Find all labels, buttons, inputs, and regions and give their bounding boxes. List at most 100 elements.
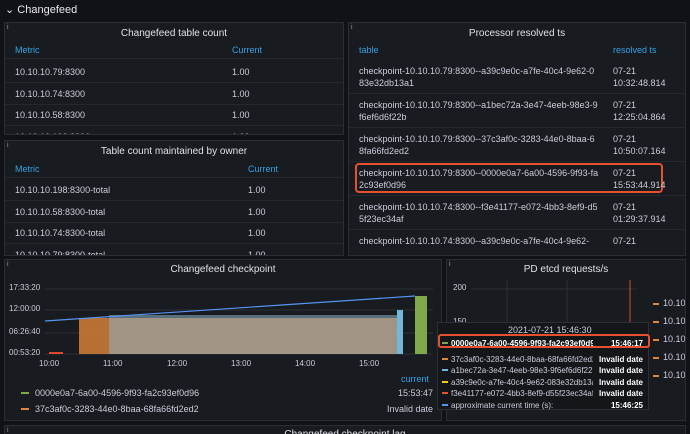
- column-header: Current: [232, 45, 263, 55]
- panel: i Processor resolved ts table resolved ts ch…: [348, 22, 686, 256]
- column-header: resolved ts: [613, 45, 657, 55]
- cell: 1.00: [232, 110, 250, 120]
- y-tick-label: 12:00:00: [9, 304, 41, 313]
- legend-name: 10.10.1: [663, 370, 686, 380]
- tooltip-value: Invalid date: [598, 354, 643, 364]
- panel-title: PD etcd requests/s: [523, 264, 609, 275]
- divider: [5, 58, 343, 59]
- cell: 07-21: [613, 236, 637, 246]
- divider: [5, 82, 343, 83]
- y-tick-label: 00:53:20: [9, 348, 41, 357]
- tooltip-swatch: [442, 357, 448, 360]
- x-tick-label: 10:00: [39, 359, 60, 368]
- legend-name: 10.10.1: [663, 298, 686, 308]
- cell: 1.00: [248, 185, 266, 195]
- series-line: [44, 295, 416, 322]
- cell: 1.00: [248, 249, 266, 256]
- cell: 1.00: [248, 228, 266, 238]
- row-header[interactable]: ⌄ Changefeed: [5, 4, 78, 16]
- panel: i Table count maintained by owner Metric Cu…: [4, 140, 344, 256]
- divider: [349, 161, 685, 162]
- cell: 07-21 01:29:37.914: [613, 202, 666, 224]
- info-icon: i: [7, 24, 9, 31]
- divider: [349, 195, 685, 196]
- cell: checkpoint-10.10.10.79:8300--0000e0a7-6a…: [359, 168, 599, 190]
- info-icon: i: [351, 24, 353, 31]
- cell: 07-21 12:25:04.864: [613, 100, 666, 122]
- divider: [5, 177, 343, 178]
- cell: 10.10.10.198:8300: [15, 132, 90, 135]
- divider: [349, 229, 685, 230]
- divider: [349, 127, 685, 128]
- divider: [5, 221, 343, 223]
- panel: i Changefeed table count Metric Current 10.1…: [4, 22, 344, 135]
- info-icon: i: [449, 261, 451, 268]
- tooltip-swatch: [442, 403, 448, 406]
- chart: [44, 288, 433, 355]
- column-header: Metric: [15, 164, 40, 174]
- cell: checkpoint-10.10.10.79:8300--a1bec72a-3e…: [359, 100, 598, 122]
- legend-swatch: [653, 339, 659, 341]
- panel-title: Changefeed checkpoint lag: [5, 429, 685, 434]
- area: [49, 352, 63, 354]
- cell: 10.10.10.74:8300: [15, 88, 86, 99]
- tooltip-value: Invalid date: [598, 377, 643, 387]
- tooltip-swatch: [442, 342, 448, 344]
- legend-name: 10.10.1: [663, 334, 686, 344]
- column-header: Metric: [15, 45, 40, 55]
- panel-title: Changefeed table count: [120, 28, 228, 39]
- tooltip-name: 37c3af0c-3283-44e0-8baa-68fa66fd2ed2:: [451, 354, 593, 364]
- legend-value: Invalid date: [386, 404, 433, 414]
- legend-swatch: [21, 408, 29, 410]
- divider: [5, 200, 343, 201]
- tooltip-swatch: [442, 369, 448, 371]
- tooltip-time: 2021-07-21 15:46:30: [508, 325, 592, 335]
- tooltip-name: a1bec72a-3e47-4eeb-98e3-9f6ef6d6f22b:: [451, 366, 593, 375]
- tooltip-value: Invalid date: [598, 389, 643, 398]
- panel-title: Changefeed checkpoint: [170, 264, 276, 275]
- legend-name: 10.10.1: [663, 316, 686, 326]
- legend-header: current: [401, 374, 430, 384]
- panel-title: Processor resolved ts: [468, 28, 566, 39]
- legend-swatch: [653, 303, 659, 305]
- cell: 07-21 10:32:48.814: [613, 66, 666, 88]
- tooltip-name: approximate current time (s):: [451, 400, 554, 410]
- tooltip-value: 15:46:25: [610, 400, 643, 410]
- info-icon: i: [7, 427, 9, 434]
- panel: i Changefeed checkpoint 17:33:20 12:00:00 06…: [4, 259, 442, 421]
- column-header: table: [359, 45, 379, 55]
- x-tick-label: 13:00: [231, 359, 252, 368]
- info-icon: i: [7, 142, 9, 149]
- y-tick-label: 17:33:20: [9, 283, 41, 292]
- legend-swatch: [653, 321, 659, 323]
- row-title: Changefeed: [17, 4, 78, 16]
- x-tick-label: 11:00: [103, 359, 123, 368]
- panel-title: Table count maintained by owner: [100, 146, 248, 157]
- area: [397, 310, 403, 354]
- cell: 1.00: [232, 88, 250, 99]
- area: [415, 296, 427, 354]
- cell: 10.10.10.74:8300-total: [15, 228, 106, 238]
- divider: [5, 243, 343, 244]
- area: [109, 315, 397, 354]
- legend-name: 0000e0a7-6a00-4596-9f93-fa2c93ef0d96: [35, 388, 200, 398]
- cell: checkpoint-10.10.10.79:8300--37c3af0c-32…: [359, 134, 595, 156]
- cell: 1.00: [232, 67, 250, 77]
- divider: [349, 93, 685, 94]
- cell: checkpoint-10.10.10.74:8300--f3e41177-e0…: [359, 202, 598, 224]
- cell: checkpoint-10.10.10.79:8300--a39c9e0c-a7…: [359, 66, 595, 88]
- tooltip-name: 0000e0a7-6a00-4596-9f93-fa2c93ef0d96:: [451, 339, 593, 348]
- y-tick-label: 06:26:40: [9, 327, 41, 336]
- cell: 07-21 15:53:44.914: [613, 168, 666, 190]
- y-tick-label: 200: [453, 283, 467, 292]
- cell: 10.10.10.58:8300: [15, 110, 86, 120]
- legend-value: 15:53:47: [397, 388, 433, 398]
- tooltip-swatch: [442, 392, 448, 394]
- x-tick-label: 12:00: [167, 359, 188, 368]
- tooltip: 2021-07-21 15:46:30 0000e0a7-6a00-4596-9f…: [437, 322, 650, 410]
- legend-swatch: [653, 375, 659, 377]
- info-icon: i: [7, 261, 9, 268]
- cell: 07-21 10:50:07.164: [613, 134, 666, 156]
- cell: checkpoint-10.10.10.74:8300--a39c9e0c-a7…: [359, 236, 590, 246]
